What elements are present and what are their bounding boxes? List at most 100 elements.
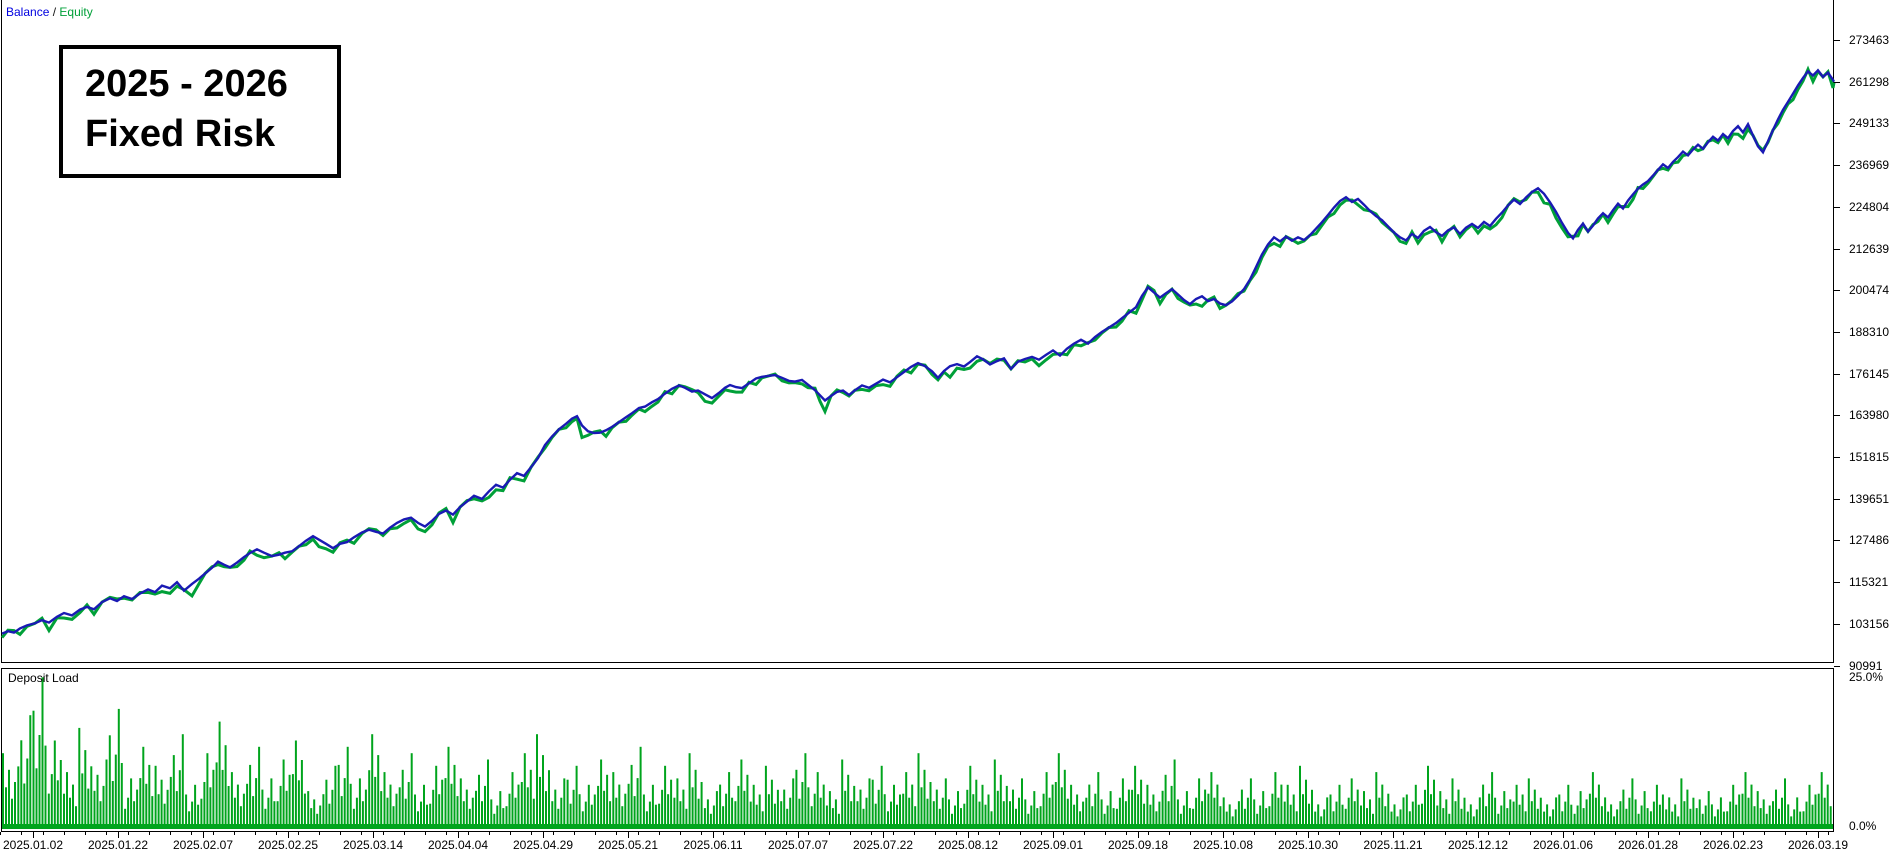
deposit-load-bar — [1265, 808, 1268, 829]
balance-equity-curves — [0, 65, 1836, 639]
deposit-load-bar — [221, 769, 224, 829]
deposit-load-bar — [447, 746, 450, 829]
deposit-load-bar — [563, 778, 566, 829]
x-date-label: 2025.06.11 — [683, 838, 743, 852]
x-minor-tick — [1487, 832, 1489, 835]
deposit-load-bar — [1668, 797, 1671, 829]
deposit-load-bar — [746, 774, 749, 829]
deposit-load-bar — [1497, 813, 1500, 829]
deposit-load-bar — [337, 764, 340, 829]
deposit-load-bar — [1366, 808, 1368, 829]
x-date-label: 2025.09.18 — [1107, 838, 1169, 852]
deposit-load-bar — [23, 783, 26, 829]
deposit-load-bar — [236, 784, 239, 829]
deposit-load-bar — [349, 783, 352, 829]
deposit-load-bar — [1262, 791, 1265, 829]
deposit-load-panel — [1, 668, 1834, 832]
deposit-load-bar — [334, 765, 337, 829]
deposit-load-bar — [414, 794, 416, 829]
deposit-load-bar — [575, 765, 578, 829]
deposit-load-bar — [444, 778, 447, 829]
deposit-load-bar — [1256, 813, 1259, 829]
deposit-load-bar — [2, 753, 4, 829]
deposit-load-bar — [834, 799, 837, 829]
deposit-load-bar — [496, 805, 499, 829]
deposit-load-bar — [300, 760, 303, 829]
deposit-load-bar — [279, 785, 282, 829]
deposit-load-bar — [1066, 798, 1069, 829]
deposit-load-bar — [1527, 778, 1530, 829]
deposit-load-bar — [200, 798, 203, 829]
annotation-box: 2025 - 2026 Fixed Risk — [59, 45, 341, 178]
x-minor-tick — [595, 832, 596, 835]
deposit-load-bar — [1414, 784, 1417, 829]
deposit-load-bar — [1619, 801, 1622, 829]
deposit-load-bar — [160, 779, 163, 829]
deposit-load-bar — [410, 753, 413, 829]
deposit-load-bar — [426, 804, 428, 829]
deposit-load-bar — [893, 784, 895, 829]
deposit-load-bar — [1658, 804, 1661, 829]
legend-balance-label: Balance — [6, 5, 50, 19]
deposit-load-bar — [1448, 813, 1451, 829]
deposit-load-bar — [63, 793, 65, 829]
deposit-load-bar — [670, 779, 673, 829]
deposit-load-bar — [532, 798, 535, 829]
deposit-load-bar — [50, 774, 53, 829]
deposit-load-bar — [813, 793, 816, 829]
deposit-load-bar — [1713, 816, 1716, 829]
x-date-label: 2026.01.28 — [1617, 838, 1679, 852]
deposit-load-bar — [819, 797, 822, 829]
deposit-load-bar — [871, 779, 874, 829]
y-tick-label: 261298 — [1849, 74, 1890, 89]
deposit-load-bar — [1784, 778, 1786, 829]
deposit-load-bar — [511, 772, 514, 829]
deposit-load-bar — [1237, 801, 1240, 829]
x-minor-tick — [913, 832, 915, 835]
x-major-tick — [118, 832, 119, 838]
deposit-load-bar — [1176, 799, 1179, 829]
deposit-load-bar — [361, 801, 364, 829]
deposit-load-bar — [715, 791, 718, 829]
deposit-load-bar — [1661, 794, 1664, 829]
deposit-load-bar — [1628, 797, 1631, 829]
deposit-load-bar — [1469, 804, 1472, 829]
deposit-load-bar — [1173, 759, 1176, 829]
x-major-tick — [713, 832, 714, 838]
deposit-load-bar — [920, 787, 923, 829]
deposit-load-bar — [1323, 809, 1326, 829]
deposit-load-bar — [1665, 809, 1668, 829]
deposit-load-bar — [1317, 804, 1320, 829]
x-date-label: 2025.02.25 — [257, 838, 319, 852]
deposit-load-bar — [343, 778, 346, 829]
deposit-load-bar — [389, 784, 392, 829]
deposit-load-bar — [865, 797, 868, 829]
deposit-load-bar — [1564, 801, 1567, 829]
deposit-load-bar — [957, 791, 959, 829]
deposit-load-bar — [1735, 804, 1738, 829]
deposit-load-bar — [722, 806, 725, 829]
deposit-load-bar — [346, 746, 349, 829]
deposit-load-bar — [1765, 813, 1768, 829]
deposit-load-bar — [1808, 784, 1811, 829]
deposit-load-bar — [175, 791, 178, 829]
deposit-load-bar — [114, 754, 117, 829]
deposit-load-bar — [151, 796, 154, 829]
x-date-label: 2025.12.12 — [1447, 838, 1509, 852]
deposit-load-bar — [1790, 816, 1793, 829]
deposit-load-bar — [1079, 811, 1082, 829]
y-tick-label: 273463 — [1849, 33, 1890, 47]
deposit-load-bar — [56, 780, 59, 829]
deposit-load-bar — [593, 794, 596, 829]
deposit-load-bar — [1643, 791, 1646, 829]
deposit-load-bar — [1363, 791, 1365, 829]
deposit-load-bar — [1335, 801, 1338, 829]
deposit-load-bar — [1030, 805, 1033, 829]
deposit-load-bar — [1106, 805, 1109, 829]
deposit-load-bar — [197, 804, 200, 829]
y-tick-mark — [1834, 582, 1840, 584]
y-tick-label: 236969 — [1849, 158, 1890, 173]
x-minor-tick — [1827, 832, 1829, 835]
deposit-load-bar — [749, 801, 752, 829]
chart-legend: Balance / Equity — [6, 5, 93, 19]
